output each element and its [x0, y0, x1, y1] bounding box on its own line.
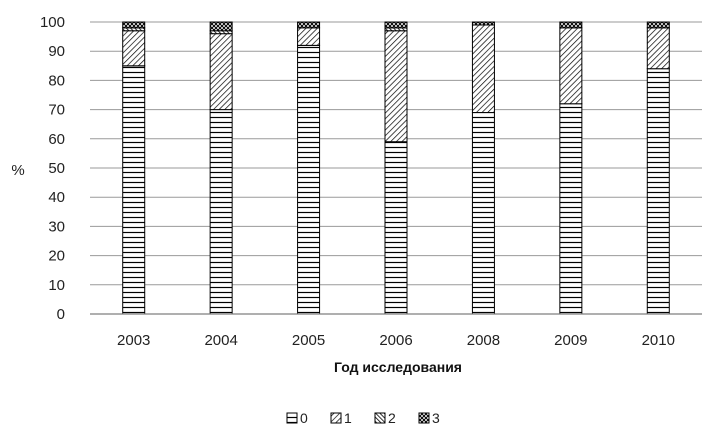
legend-swatch — [330, 412, 342, 424]
y-tick-label: 50 — [48, 160, 65, 177]
y-tick-label: 80 — [48, 72, 65, 89]
bar-segment-2003-series-0 — [122, 65, 146, 315]
legend-label: 3 — [432, 410, 440, 426]
bar-segment-2010-series-3 — [646, 21, 670, 29]
x-tick-label: 2006 — [379, 332, 412, 349]
bar-segment-2009-series-0 — [559, 103, 583, 315]
bar-segment-2005-series-1 — [297, 27, 321, 46]
bar-segment-2003-series-1 — [122, 30, 146, 67]
bar-segment-2003-series-3 — [122, 21, 146, 29]
bars — [122, 21, 670, 315]
legend-swatch — [374, 412, 386, 424]
legend-label: 0 — [300, 410, 308, 426]
y-tick-label: 40 — [48, 189, 65, 206]
legend: 0 1 2 3 — [286, 410, 440, 426]
bar-segment-2009-series-1 — [559, 27, 583, 105]
legend-swatch — [286, 412, 298, 424]
y-axis-ticks: 0 10 20 30 40 50 60 70 80 90 100 — [40, 14, 65, 323]
y-tick-label: 30 — [48, 218, 65, 235]
bar-segment-2009-series-3 — [559, 21, 583, 29]
y-tick-label: 0 — [57, 306, 65, 323]
y-tick-label: 100 — [40, 14, 65, 31]
x-tick-label: 2010 — [642, 332, 675, 349]
legend-swatch — [418, 412, 430, 424]
bar-segment-2008-series-3 — [471, 21, 495, 26]
bar-segment-2006-series-3 — [384, 21, 408, 29]
bar-segment-2006-series-0 — [384, 141, 408, 315]
bar-segment-2004-series-0 — [209, 109, 233, 315]
legend-label: 2 — [388, 410, 396, 426]
y-tick-label: 10 — [48, 277, 65, 294]
bar-segment-2005-series-3 — [297, 21, 321, 29]
x-tick-label: 2003 — [117, 332, 150, 349]
x-tick-label: 2009 — [554, 332, 587, 349]
y-tick-label: 90 — [48, 43, 65, 60]
bar-segment-2008-series-0 — [471, 112, 495, 315]
x-axis-title: Год исследования — [334, 359, 462, 375]
bar-segment-2010-series-1 — [646, 27, 670, 70]
bar-segment-2008-series-1 — [471, 24, 495, 114]
x-axis-ticks: 2003 2004 2005 2006 2008 2009 2010 — [117, 332, 675, 349]
x-tick-label: 2004 — [204, 332, 237, 349]
y-tick-label: 60 — [48, 131, 65, 148]
bar-segment-2010-series-0 — [646, 68, 670, 315]
y-tick-label: 20 — [48, 248, 65, 265]
x-tick-label: 2008 — [467, 332, 500, 349]
y-tick-label: 70 — [48, 102, 65, 119]
x-tick-label: 2005 — [292, 332, 325, 349]
bar-segment-2004-series-3 — [209, 21, 233, 32]
bar-segment-2006-series-1 — [384, 30, 408, 143]
y-axis-title: % — [11, 162, 24, 179]
legend-label: 1 — [344, 410, 352, 426]
bar-segment-2004-series-1 — [209, 33, 233, 111]
bar-segment-2005-series-0 — [297, 44, 321, 315]
